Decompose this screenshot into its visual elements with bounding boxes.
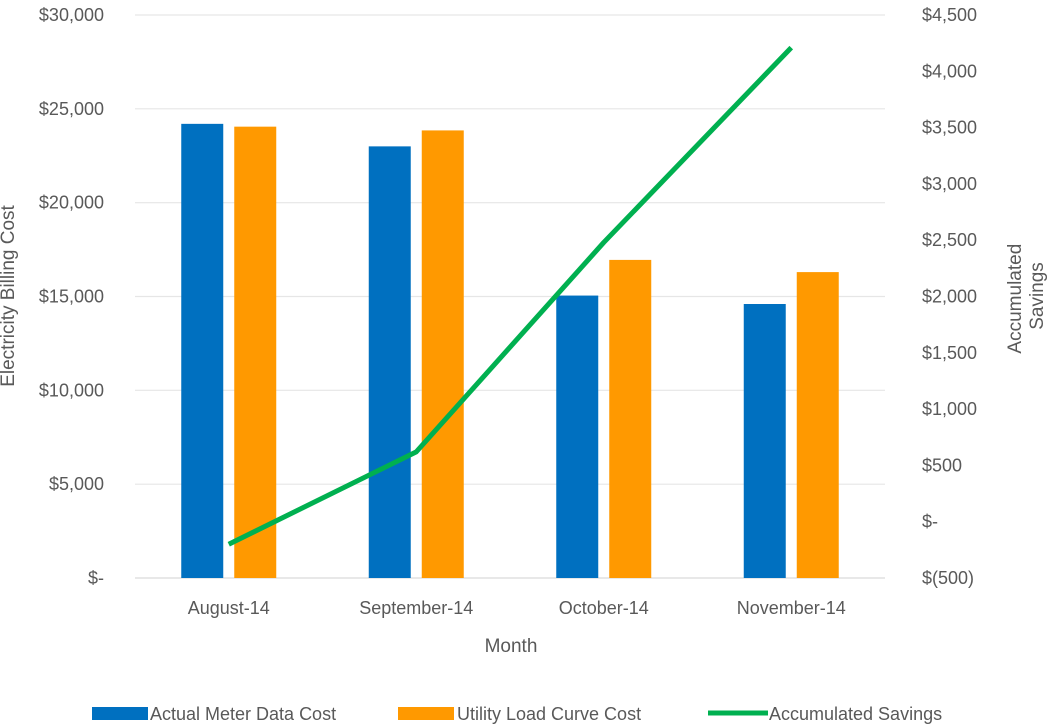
y-tick-label: $15,000 — [39, 287, 104, 307]
bar-utility — [421, 130, 464, 579]
y-tick-label: $10,000 — [39, 380, 104, 400]
y2-tick-label: $3,000 — [922, 174, 977, 194]
legend-label-savings: Accumulated Savings — [769, 704, 942, 724]
x-tick-label: October-14 — [559, 598, 649, 618]
bar-actual — [181, 123, 224, 578]
right-axis-ticks: $(500) $- $500 $1,000 $1,500 $2,000 $2,500 $3,0… — [922, 5, 977, 588]
y2-tick-label: $2,000 — [922, 287, 977, 307]
x-tick-label: November-14 — [737, 598, 846, 618]
y2-tick-label: $(500) — [922, 568, 974, 588]
y-tick-label: $30,000 — [39, 5, 104, 25]
legend: Actual Meter Data Cost Utility Load Curv… — [92, 704, 942, 724]
left-axis-ticks: $- $5,000 $10,000 $15,000 $20,000 $25,000 $30,… — [39, 5, 104, 588]
y2-tick-label: $1,000 — [922, 399, 977, 419]
y2-tick-label: $2,500 — [922, 230, 977, 250]
y2-axis-title-line1: Accumulated — [1005, 244, 1026, 354]
y-tick-label: $5,000 — [49, 474, 104, 494]
y-tick-label: $- — [88, 568, 104, 588]
legend-label-actual: Actual Meter Data Cost — [150, 704, 336, 724]
y2-tick-label: $1,500 — [922, 343, 977, 363]
y2-axis-title: Accumulated Savings — [1005, 238, 1048, 353]
legend-swatch-utility — [398, 707, 454, 720]
line-series — [227, 45, 794, 547]
bar-actual — [556, 295, 599, 578]
x-axis-ticks: August-14 September-14 October-14 November-… — [188, 598, 846, 618]
bar-utility — [609, 259, 652, 578]
y-axis-title: Electricity Billing Cost — [0, 204, 19, 386]
x-tick-label: September-14 — [359, 598, 473, 618]
bar-utility — [234, 126, 277, 578]
y2-tick-label: $4,500 — [922, 5, 977, 25]
bar-utility — [796, 272, 839, 578]
y2-axis-title-line2: Savings — [1027, 262, 1048, 330]
y2-tick-label: $3,500 — [922, 118, 977, 138]
y-tick-label: $25,000 — [39, 99, 104, 119]
savings-line — [227, 45, 794, 547]
bar-actual — [368, 146, 411, 578]
x-tick-label: August-14 — [188, 598, 270, 618]
bar-series — [181, 123, 839, 579]
y2-tick-label: $4,000 — [922, 61, 977, 81]
x-axis-title: Month — [485, 636, 538, 657]
legend-swatch-actual — [92, 707, 148, 720]
legend-label-utility: Utility Load Curve Cost — [457, 704, 641, 724]
y2-tick-label: $500 — [922, 455, 962, 475]
y2-tick-label: $- — [922, 512, 938, 532]
y-tick-label: $20,000 — [39, 193, 104, 213]
bar-actual — [743, 304, 786, 578]
